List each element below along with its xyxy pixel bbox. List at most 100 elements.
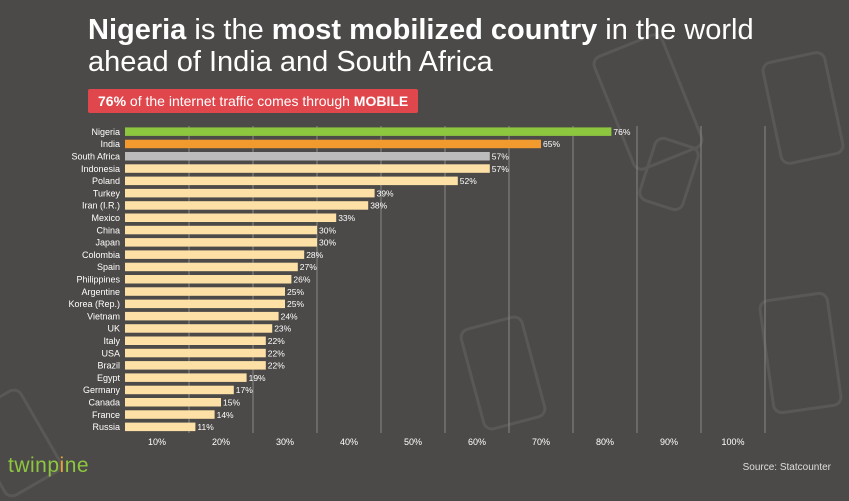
data-label: 22% bbox=[268, 361, 285, 371]
twinpine-logo: twinpine bbox=[8, 454, 89, 478]
category-label: Germany bbox=[83, 385, 121, 395]
x-tick-label: 10% bbox=[148, 437, 166, 447]
x-tick-label: 70% bbox=[532, 437, 550, 447]
data-label: 24% bbox=[281, 311, 298, 321]
category-label: Egypt bbox=[97, 373, 121, 383]
bar bbox=[125, 213, 337, 222]
bar bbox=[125, 385, 234, 395]
x-tick-label: 100% bbox=[721, 437, 744, 447]
category-label: Italy bbox=[103, 336, 120, 346]
banner-text: of the internet traffic comes through bbox=[126, 93, 354, 109]
logo-text-2: i bbox=[59, 454, 65, 477]
data-label: 25% bbox=[287, 299, 304, 309]
data-label: 39% bbox=[377, 188, 394, 198]
data-label: 33% bbox=[338, 213, 355, 223]
x-tick-label: 30% bbox=[276, 437, 294, 447]
source-note: Source: Statcounter bbox=[742, 462, 831, 473]
category-label: India bbox=[100, 139, 120, 149]
bar bbox=[125, 164, 490, 173]
data-label: 30% bbox=[319, 225, 336, 235]
bar bbox=[125, 238, 317, 247]
bar bbox=[125, 188, 375, 198]
bar bbox=[125, 422, 196, 432]
bar-chart: 10% 20% 30% 40% 50% 60% 70% 80% 90% 100% Nigeria 76… bbox=[68, 126, 766, 447]
data-label: 52% bbox=[460, 176, 477, 186]
bar bbox=[125, 311, 279, 321]
category-label: Vietnam bbox=[87, 311, 120, 321]
banner-mobile: MOBILE bbox=[353, 93, 409, 109]
bar bbox=[125, 373, 247, 382]
banner-percent: 76% bbox=[98, 93, 127, 109]
bar bbox=[125, 361, 266, 370]
data-label: 30% bbox=[319, 238, 336, 248]
logo-text-1: twinp bbox=[8, 454, 60, 477]
category-label: USA bbox=[101, 348, 120, 358]
title-text-2: in the world ahead of India and South Af… bbox=[88, 14, 754, 78]
category-label: Russia bbox=[92, 422, 120, 432]
category-label: France bbox=[92, 410, 120, 420]
page-title: Nigeria is the most mobilized country in… bbox=[88, 14, 828, 78]
category-label: UK bbox=[107, 324, 120, 334]
title-text-1: is the bbox=[186, 14, 272, 46]
title-highlight-phrase: most mobilized country bbox=[271, 14, 598, 46]
category-label: Nigeria bbox=[91, 127, 120, 137]
logo-text-3: ne bbox=[64, 454, 90, 477]
category-label: Iran (I.R.) bbox=[82, 201, 120, 211]
category-label: Korea (Rep.) bbox=[68, 299, 120, 309]
bar bbox=[125, 336, 266, 345]
bar bbox=[125, 152, 490, 161]
bar bbox=[125, 410, 215, 419]
category-label: Brazil bbox=[97, 361, 120, 371]
data-label: 25% bbox=[287, 287, 304, 297]
x-tick-label: 20% bbox=[212, 437, 230, 447]
highlight-banner: 76% of the internet traffic comes throug… bbox=[88, 89, 419, 113]
data-label: 26% bbox=[293, 274, 310, 284]
data-label: 15% bbox=[223, 397, 240, 407]
data-label: 76% bbox=[613, 127, 630, 137]
title-highlight-country: Nigeria bbox=[88, 14, 187, 46]
data-label: 14% bbox=[217, 410, 234, 420]
category-label: Colombia bbox=[82, 250, 120, 260]
data-label: 23% bbox=[274, 324, 291, 334]
bar bbox=[125, 139, 541, 149]
bar bbox=[125, 127, 612, 136]
data-label: 19% bbox=[249, 373, 266, 383]
category-label: Turkey bbox=[93, 188, 121, 198]
bar bbox=[125, 262, 298, 272]
bar bbox=[125, 250, 305, 259]
category-label: China bbox=[96, 225, 120, 235]
data-label: 65% bbox=[543, 139, 560, 149]
category-label: Indonesia bbox=[81, 164, 120, 174]
bar bbox=[125, 398, 221, 407]
category-label: Spain bbox=[97, 262, 120, 272]
data-label: 11% bbox=[197, 422, 214, 432]
data-label: 38% bbox=[370, 201, 387, 211]
data-label: 27% bbox=[300, 262, 317, 272]
category-label: Poland bbox=[92, 176, 120, 186]
bar bbox=[125, 287, 285, 296]
data-label: 57% bbox=[492, 164, 509, 174]
bar bbox=[125, 299, 285, 309]
category-label: Argentine bbox=[81, 287, 120, 297]
bar bbox=[125, 324, 273, 333]
data-label: 22% bbox=[268, 336, 285, 346]
x-tick-label: 90% bbox=[660, 437, 678, 447]
x-tick-label: 80% bbox=[596, 437, 614, 447]
data-label: 57% bbox=[492, 151, 509, 161]
data-label: 22% bbox=[268, 348, 285, 358]
bar bbox=[125, 275, 292, 284]
data-label: 17% bbox=[236, 385, 253, 395]
x-tick-label: 60% bbox=[468, 437, 486, 447]
category-label: South Africa bbox=[71, 151, 120, 161]
data-label: 28% bbox=[306, 250, 323, 260]
bar bbox=[125, 348, 266, 358]
category-label: Mexico bbox=[91, 213, 120, 223]
bar bbox=[125, 176, 458, 186]
category-label: Philippines bbox=[76, 274, 120, 284]
x-tick-label: 50% bbox=[404, 437, 422, 447]
category-label: Canada bbox=[88, 397, 120, 407]
bar bbox=[125, 225, 317, 235]
bar bbox=[125, 201, 369, 210]
x-tick-label: 40% bbox=[340, 437, 358, 447]
category-label: Japan bbox=[95, 238, 120, 248]
